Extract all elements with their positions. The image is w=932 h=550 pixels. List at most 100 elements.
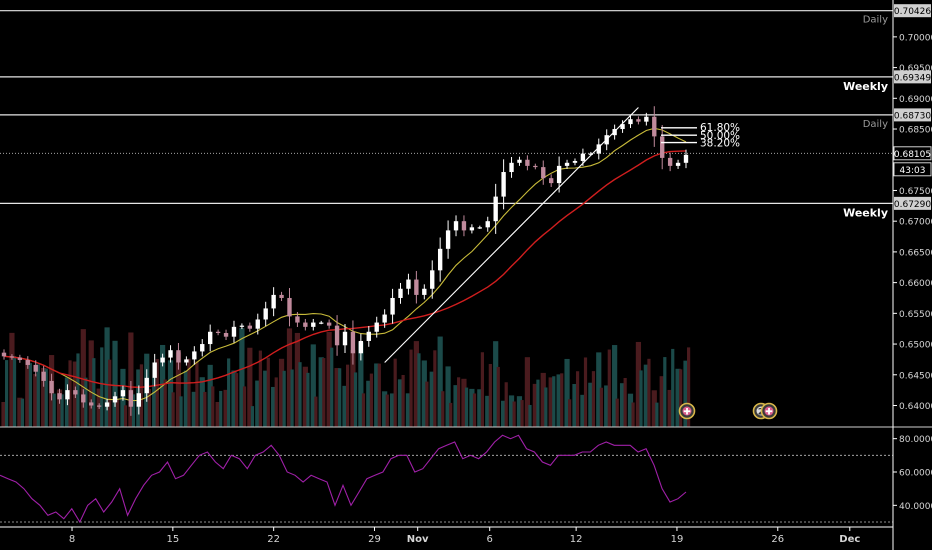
- volume-bar: [449, 402, 453, 427]
- fib-retracement[interactable]: 61.80%50.00%38.20%: [661, 122, 740, 150]
- x-tick-label: 8: [69, 534, 75, 545]
- volume-bar: [234, 373, 239, 427]
- volume-bar: [274, 377, 278, 427]
- volume-bar: [552, 376, 556, 427]
- volume-bar: [409, 349, 413, 427]
- candle-body: [596, 144, 601, 154]
- volume-bar: [211, 386, 215, 427]
- volume-bar: [290, 369, 294, 427]
- candle-body: [580, 153, 586, 161]
- volume-bar: [20, 398, 25, 427]
- candle-body: [406, 279, 411, 289]
- volume-bar: [520, 400, 524, 427]
- rsi-panel: [0, 434, 893, 524]
- volume-bar: [619, 383, 626, 427]
- volume-bar: [488, 363, 492, 427]
- volume-bar: [607, 349, 611, 427]
- volume-bar: [536, 379, 540, 427]
- volume-bar: [623, 377, 627, 427]
- volume-bar: [425, 381, 429, 427]
- volume-bar: [477, 389, 483, 427]
- candle-body: [667, 157, 673, 166]
- volume-bar: [286, 328, 293, 427]
- candle-body: [644, 116, 649, 122]
- volume-bar: [334, 368, 340, 427]
- candle-body: [81, 394, 86, 403]
- candle-body: [192, 351, 197, 360]
- candle-body: [477, 227, 482, 229]
- volume-bar: [255, 380, 261, 427]
- candle-body: [437, 248, 443, 271]
- event-markers[interactable]: ✚2✚: [678, 402, 778, 420]
- volume-bar: [361, 393, 366, 427]
- volume-bar: [572, 384, 578, 427]
- volume-bar: [52, 393, 56, 427]
- volume-bar: [512, 401, 516, 427]
- volume-bar: [679, 369, 683, 427]
- x-tick-label: Nov: [407, 534, 429, 545]
- trendline[interactable]: [384, 107, 639, 363]
- volume-bar: [314, 396, 318, 427]
- price-level-label: 0.70426: [894, 7, 931, 17]
- candle-body: [200, 344, 205, 352]
- volume-bar: [338, 368, 342, 427]
- volume-bar: [421, 360, 427, 427]
- volume-bar: [310, 344, 316, 427]
- volume-bar: [437, 336, 443, 427]
- candle-body: [168, 350, 173, 358]
- candle-body: [620, 124, 625, 130]
- candle-body: [485, 221, 490, 228]
- volume-bar: [568, 399, 572, 427]
- volume-bar: [369, 373, 373, 427]
- rsi-line: [0, 434, 687, 524]
- volume-bar: [12, 356, 17, 427]
- volume-bar: [215, 401, 221, 427]
- volume-bar: [123, 405, 128, 427]
- candle-body: [144, 377, 149, 394]
- x-tick-label: 6: [487, 534, 493, 545]
- candle-body: [223, 332, 229, 337]
- volume-bar: [671, 348, 675, 427]
- volume-bar: [242, 386, 247, 427]
- volume-bar: [429, 371, 435, 427]
- x-tick-label: 22: [267, 534, 280, 545]
- volume-bar: [33, 373, 39, 427]
- volume-bar: [564, 358, 570, 427]
- candle-body: [612, 129, 617, 136]
- candle-body: [398, 288, 403, 298]
- volume-bar: [540, 372, 546, 427]
- volume-bar: [282, 370, 286, 427]
- level-tag: Daily: [863, 15, 888, 26]
- candle-body: [342, 331, 348, 346]
- candle-body: [334, 325, 340, 346]
- volume-bar: [271, 386, 277, 427]
- candle-body: [493, 196, 498, 222]
- volume-bar: [496, 366, 500, 427]
- volume-bar: [88, 340, 94, 427]
- trendline-line[interactable]: [384, 107, 639, 363]
- candle-body: [374, 322, 379, 332]
- volume-bar: [112, 340, 118, 427]
- volume-bar: [655, 402, 659, 427]
- volume-bar: [612, 345, 618, 427]
- volume-bar: [9, 332, 15, 427]
- event-marker-symbol: ✚: [683, 408, 691, 418]
- candle-body: [41, 371, 46, 381]
- candle-body: [422, 288, 427, 295]
- volume-bar: [464, 387, 469, 427]
- volume-bar: [508, 395, 515, 427]
- volume-bar: [346, 364, 350, 427]
- volume-bar: [433, 350, 437, 427]
- price-level-badge: [894, 108, 931, 122]
- candle-body: [509, 162, 514, 173]
- volume-bar: [524, 357, 530, 427]
- volume-bar: [223, 389, 229, 427]
- volume-bar: [583, 357, 588, 427]
- volume-bar: [393, 358, 397, 427]
- volume-bar: [469, 388, 475, 427]
